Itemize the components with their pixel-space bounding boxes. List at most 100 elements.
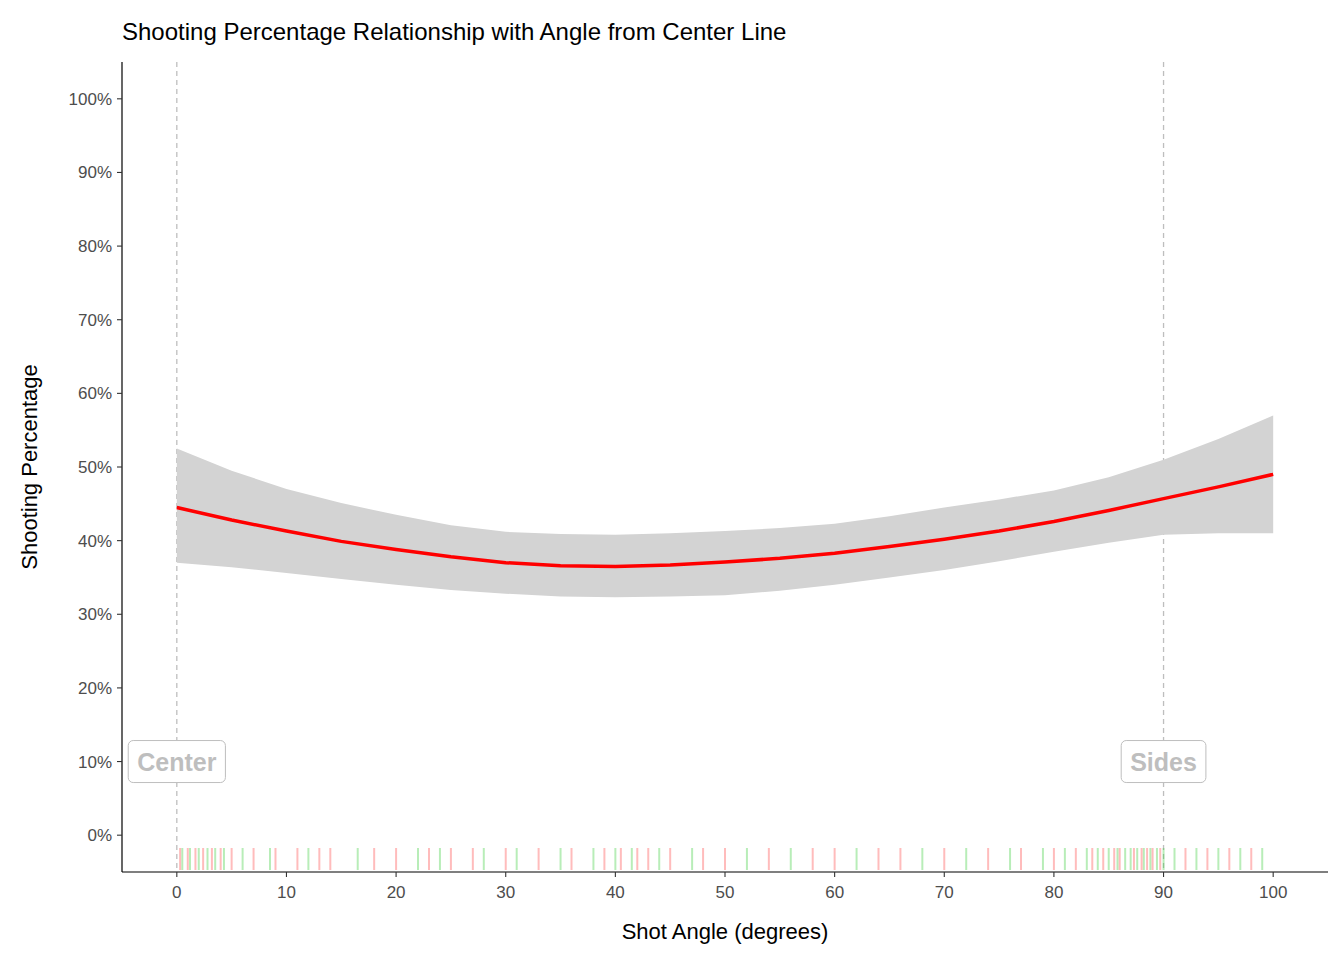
x-tick <box>396 872 397 877</box>
rug-mark <box>812 848 814 870</box>
y-tick-label: 40% <box>78 532 112 551</box>
rug-mark <box>1097 848 1099 870</box>
y-tick <box>117 761 122 762</box>
y-tick-label: 90% <box>78 163 112 182</box>
x-tick-label: 90 <box>1154 883 1173 902</box>
rug-mark <box>724 848 726 870</box>
rug-mark <box>198 848 200 870</box>
y-tick-label: 70% <box>78 311 112 330</box>
x-tick <box>724 872 725 877</box>
rug-mark <box>211 848 213 870</box>
rug-mark <box>768 848 770 870</box>
rug-mark <box>987 848 989 870</box>
chart: Shooting Percentage Relationship with An… <box>0 0 1344 960</box>
y-tick <box>117 393 122 394</box>
fit-line <box>177 474 1273 566</box>
y-tick <box>117 98 122 99</box>
x-tick <box>834 872 835 877</box>
x-tick <box>1273 872 1274 877</box>
rug-mark <box>1091 848 1093 870</box>
x-tick-label: 0 <box>172 883 181 902</box>
rug-mark <box>179 848 181 870</box>
rug-mark <box>1159 848 1161 870</box>
rug-mark <box>428 848 430 870</box>
rug-mark <box>592 848 594 870</box>
x-tick <box>505 872 506 877</box>
rug-mark <box>1119 848 1121 870</box>
rug-mark <box>1228 848 1230 870</box>
rug-mark <box>1217 848 1219 870</box>
y-tick-label: 80% <box>78 237 112 256</box>
rug-mark <box>1136 848 1138 870</box>
rug-mark <box>631 848 633 870</box>
x-tick-label: 40 <box>606 883 625 902</box>
y-tick <box>117 246 122 247</box>
rug-mark <box>1133 848 1135 870</box>
rug-mark <box>614 848 616 870</box>
annotation-label: Sides <box>1130 748 1197 776</box>
y-tick <box>117 466 122 467</box>
y-tick <box>117 319 122 320</box>
rug-mark <box>1261 848 1263 870</box>
rug-mark <box>834 848 836 870</box>
rug-mark <box>202 848 204 870</box>
rug-mark <box>943 848 945 870</box>
rug-mark <box>790 848 792 870</box>
rug-mark <box>636 848 638 870</box>
x-tick-label: 20 <box>387 883 406 902</box>
rug-mark <box>253 848 255 870</box>
rug-mark <box>1009 848 1011 870</box>
rug-mark <box>296 848 298 870</box>
rug-mark <box>231 848 233 870</box>
y-tick <box>117 614 122 615</box>
rug-mark <box>220 848 222 870</box>
rug-mark <box>395 848 397 870</box>
rug-mark <box>242 848 244 870</box>
rug-mark <box>1042 848 1044 870</box>
rug-mark <box>450 848 452 870</box>
y-tick <box>117 172 122 173</box>
rug-mark <box>1064 848 1066 870</box>
rug-mark <box>1239 848 1241 870</box>
rug-mark <box>1130 848 1132 870</box>
rug-mark <box>1152 848 1154 870</box>
y-tick-label: 20% <box>78 679 112 698</box>
x-tick <box>176 872 177 877</box>
rug-mark <box>1053 848 1055 870</box>
rug-mark <box>439 848 441 870</box>
rug-mark <box>1116 848 1118 870</box>
plot-area <box>177 62 1273 872</box>
y-tick-label: 100% <box>69 90 112 109</box>
rug-mark <box>1075 848 1077 870</box>
x-axis-title: Shot Angle (degrees) <box>622 919 829 944</box>
rug-mark <box>472 848 474 870</box>
rug-mark <box>1156 848 1158 870</box>
x-tick-label: 100 <box>1259 883 1287 902</box>
rug-mark <box>269 848 271 870</box>
rug-mark <box>1020 848 1022 870</box>
title: Shooting Percentage Relationship with An… <box>122 18 786 45</box>
rug-mark <box>207 848 209 870</box>
y-tick <box>117 835 122 836</box>
rug-mark <box>516 848 518 870</box>
y-axis-title: Shooting Percentage <box>17 364 42 570</box>
rug-mark <box>560 848 562 870</box>
rug-mark <box>274 848 276 870</box>
rug-mark <box>329 848 331 870</box>
rug-mark <box>921 848 923 870</box>
rug-mark <box>1113 848 1115 870</box>
x-tick-label: 70 <box>935 883 954 902</box>
rug-mark <box>417 848 419 870</box>
y-tick-label: 0% <box>87 826 112 845</box>
rug-mark <box>1086 848 1088 870</box>
rug-mark <box>1146 848 1148 870</box>
rug-mark <box>746 848 748 870</box>
rug-mark <box>691 848 693 870</box>
rug-mark <box>658 848 660 870</box>
rug-mark <box>1108 848 1110 870</box>
y-tick <box>117 540 122 541</box>
rug-mark <box>877 848 879 870</box>
rug-mark <box>307 848 309 870</box>
rug-mark <box>181 848 183 870</box>
x-tick <box>1053 872 1054 877</box>
